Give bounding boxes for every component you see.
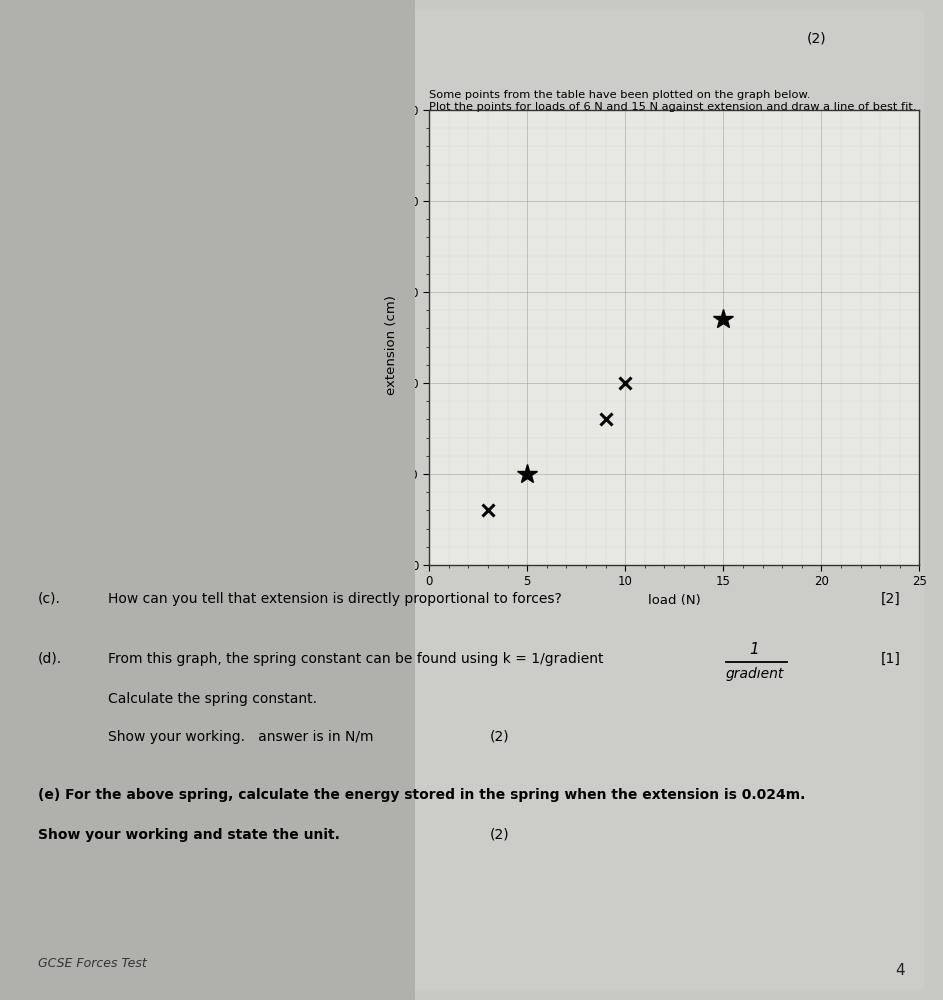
Text: Plot the points for loads of 6 N and 15 N against extension and draw a line of b: Plot the points for loads of 6 N and 15 … — [429, 102, 917, 112]
Text: (c).: (c). — [38, 592, 60, 606]
X-axis label: load (N): load (N) — [648, 594, 701, 607]
Text: gradıent: gradıent — [725, 667, 784, 681]
Text: How can you tell that extension is directly proportional to forces?: How can you tell that extension is direc… — [108, 592, 562, 606]
Text: Show your working and state the unit.: Show your working and state the unit. — [38, 828, 339, 842]
Text: GCSE Forces Test: GCSE Forces Test — [38, 957, 146, 970]
Text: (2): (2) — [490, 828, 509, 842]
Text: 1: 1 — [750, 642, 759, 657]
Text: Show your working.   answer is in N/m: Show your working. answer is in N/m — [108, 730, 374, 744]
Text: (d).: (d). — [38, 652, 62, 666]
Text: (2): (2) — [490, 730, 509, 744]
Text: [1]: [1] — [881, 652, 901, 666]
Text: [2]: [2] — [881, 592, 901, 606]
Text: Some points from the table have been plotted on the graph below.: Some points from the table have been plo… — [429, 90, 810, 100]
Text: extension (cm): extension (cm) — [385, 295, 398, 395]
Text: From this graph, the spring constant can be found using k = 1/gradient: From this graph, the spring constant can… — [108, 652, 604, 666]
Text: Calculate the spring constant.: Calculate the spring constant. — [108, 692, 318, 706]
Text: (e) For the above spring, calculate the energy stored in the spring when the ext: (e) For the above spring, calculate the … — [38, 788, 805, 802]
Text: (2): (2) — [806, 32, 826, 46]
Text: 4: 4 — [896, 963, 905, 978]
